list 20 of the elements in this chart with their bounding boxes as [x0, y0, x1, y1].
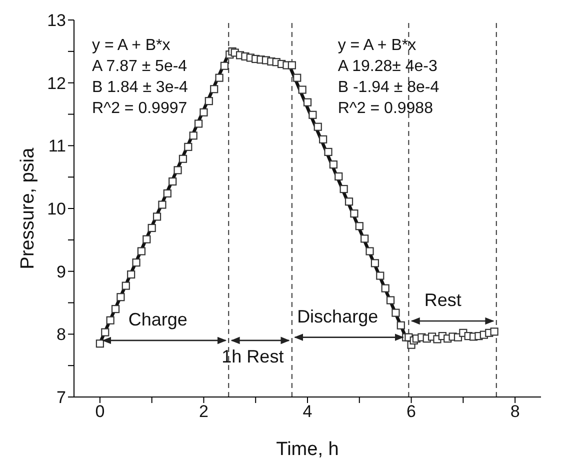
y-tick-label: 11	[48, 136, 66, 156]
annotation: Rest	[424, 290, 462, 310]
y-tick-label: 12	[47, 74, 66, 93]
y-tick-label: 13	[47, 11, 66, 30]
annotation: y = A + B*x A 7.87 ± 5e-4 B 1.84 ± 3e-4 R^2 = 0.9997	[92, 37, 188, 117]
x-tick-label: 4	[302, 402, 312, 422]
x-tick-label: 6	[406, 402, 416, 422]
annotation: y = A + B*x A 19.28± 4e-3 B -1.94 ± 8e-4 R^2 = 0.9988	[338, 37, 440, 117]
y-tick-label: 9	[56, 262, 66, 282]
annotation: Discharge	[297, 306, 378, 326]
y-tick-label: 10	[47, 200, 66, 219]
x-tick-label: 0	[95, 402, 105, 422]
x-tick-label: 2	[198, 402, 208, 422]
x-axis-title: Time, h	[276, 439, 339, 460]
y-tick-label: 7	[56, 388, 66, 408]
x-tick-label: 8	[510, 402, 520, 422]
annotation: Charge	[128, 309, 188, 330]
y-tick-label: 8	[56, 325, 66, 344]
y-axis-title: Pressure, psia	[18, 147, 38, 270]
annotation: 1h Rest	[222, 346, 284, 366]
